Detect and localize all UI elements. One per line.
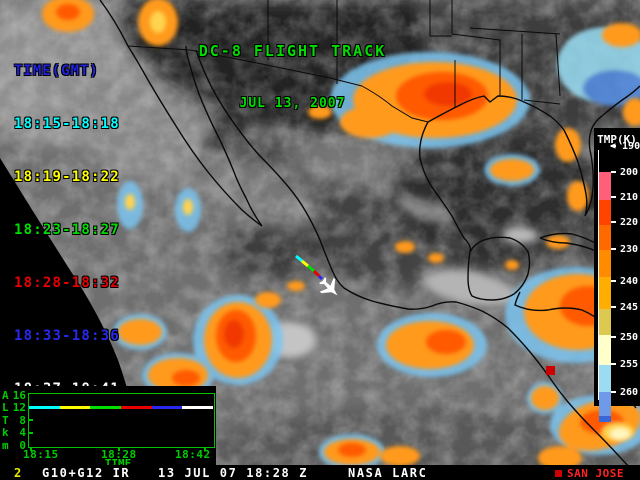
- colorbar-tick: [611, 280, 616, 282]
- coastlines: [99, 0, 640, 475]
- cold-cloud-cores: [56, 4, 634, 457]
- x-tick-label: 18:28: [101, 448, 137, 461]
- altitude-track-line: [29, 406, 214, 409]
- colorbar-title: TMP(K): [597, 133, 637, 146]
- colorbar-band: [599, 225, 611, 250]
- colorbar-label: 210: [619, 192, 638, 203]
- colorbar-label: 250: [619, 332, 638, 343]
- colorbar-tick: [611, 196, 616, 198]
- colorbar-band: [599, 335, 611, 365]
- y-axis-letter: A: [2, 389, 9, 402]
- colorbar-label: 245: [619, 302, 638, 313]
- state-borders: [127, 0, 561, 123]
- altitude-seg: [59, 406, 91, 409]
- y-axis-letter: T: [2, 414, 9, 427]
- y-tick-label: 8: [19, 414, 26, 427]
- y-tick: [29, 419, 33, 421]
- y-tick-label: 16: [12, 389, 26, 402]
- x-tick: [30, 447, 32, 451]
- colorbar-label: 260: [619, 387, 638, 398]
- x-tick: [118, 447, 120, 451]
- y-tick: [29, 432, 33, 434]
- station-marker-icon: [555, 470, 562, 477]
- image-datetime: 13 JUL 07 18:28 Z: [158, 466, 309, 480]
- altitude-seg: [29, 406, 60, 409]
- track-seg-2: [301, 259, 309, 268]
- colorbar-label: 200: [619, 167, 638, 178]
- colorbar-band: [599, 172, 611, 200]
- y-tick-label: 12: [12, 401, 26, 414]
- colorbar-label: 230: [619, 244, 638, 255]
- altitude-seg: [151, 406, 183, 409]
- aircraft-icon: [319, 277, 338, 296]
- colorbar-label: 220: [619, 217, 638, 228]
- title-line2: JUL 13, 2007: [239, 96, 346, 111]
- colorbar-tick: [611, 336, 616, 338]
- colorbar-band: [599, 309, 611, 335]
- colorbar-label: 255: [619, 359, 638, 370]
- altitude-seg: [90, 406, 122, 409]
- flight-track: [295, 254, 324, 281]
- x-tick-label: 18:15: [23, 448, 59, 461]
- track-seg-1: [295, 254, 303, 263]
- colorbar-tick: [611, 171, 616, 173]
- y-tick-label: 4: [19, 426, 26, 439]
- colorbar-tick: [611, 248, 616, 250]
- title-line1: DC-8 FLIGHT TRACK: [198, 42, 387, 60]
- colorbar-tick: [611, 221, 616, 223]
- colorbar-band: [599, 392, 611, 416]
- time-legend-entry: 18:19-18:22: [14, 169, 120, 185]
- track-seg-5: [317, 274, 324, 281]
- altitude-seg: [121, 406, 152, 409]
- y-axis-letter: L: [2, 401, 9, 414]
- san-jose-marker: [546, 366, 555, 375]
- plot-frame: [28, 393, 215, 448]
- time-legend-entry: 18:15-18:18: [14, 116, 120, 132]
- status-bar: 2 G10+G12 IR 13 JUL 07 18:28 Z NASA LARC…: [0, 465, 640, 480]
- colorbar-band: [599, 277, 611, 309]
- altitude-seg: [182, 406, 214, 409]
- colorbar-tick: [611, 363, 616, 365]
- y-axis-letter: m: [2, 439, 9, 452]
- time-legend: TIME(GMT) 18:15-18:18 18:19-18:22 18:23-…: [14, 26, 120, 435]
- colorbar-band: [599, 200, 611, 225]
- colorbar-tick: [611, 145, 616, 147]
- satellite-source: G10+G12 IR: [42, 466, 131, 480]
- x-tick: [204, 447, 206, 451]
- colorbar-tick: [611, 391, 616, 393]
- map-title: DC-8 FLIGHT TRACK JUL 13, 2007: [170, 5, 415, 149]
- temperature-colorbar: TMP(K) < 190 200 210 220 230 240 245 2: [594, 128, 640, 422]
- colorbar-label: 240: [619, 276, 638, 287]
- time-legend-header: TIME(GMT): [14, 63, 99, 79]
- colorbar-band: [599, 416, 611, 422]
- colorbar-gradient: [598, 150, 611, 422]
- time-legend-entry: 18:33-18:36: [14, 328, 120, 344]
- colorbar-label: < 190: [610, 141, 640, 152]
- time-legend-entry: 18:28-18:32: [14, 275, 120, 291]
- x-tick-label: 18:42: [175, 448, 211, 461]
- altitude-time-plot: A L T k m 16 12 8 4 0 18:15 18:28 18:42 …: [0, 386, 216, 470]
- colorbar-tick: [611, 306, 616, 308]
- station-label: SAN JOSE: [567, 467, 624, 480]
- agency-label: NASA LARC: [348, 466, 428, 480]
- y-axis-letter: k: [2, 426, 9, 439]
- y-tick-label: 0: [19, 439, 26, 452]
- colorbar-band: [599, 365, 611, 392]
- track-seg-4: [312, 269, 321, 278]
- colorbar-band: [599, 250, 611, 277]
- time-legend-entry: 18:23-18:27: [14, 222, 120, 238]
- track-seg-3: [307, 264, 315, 273]
- status-index: 2: [14, 466, 23, 480]
